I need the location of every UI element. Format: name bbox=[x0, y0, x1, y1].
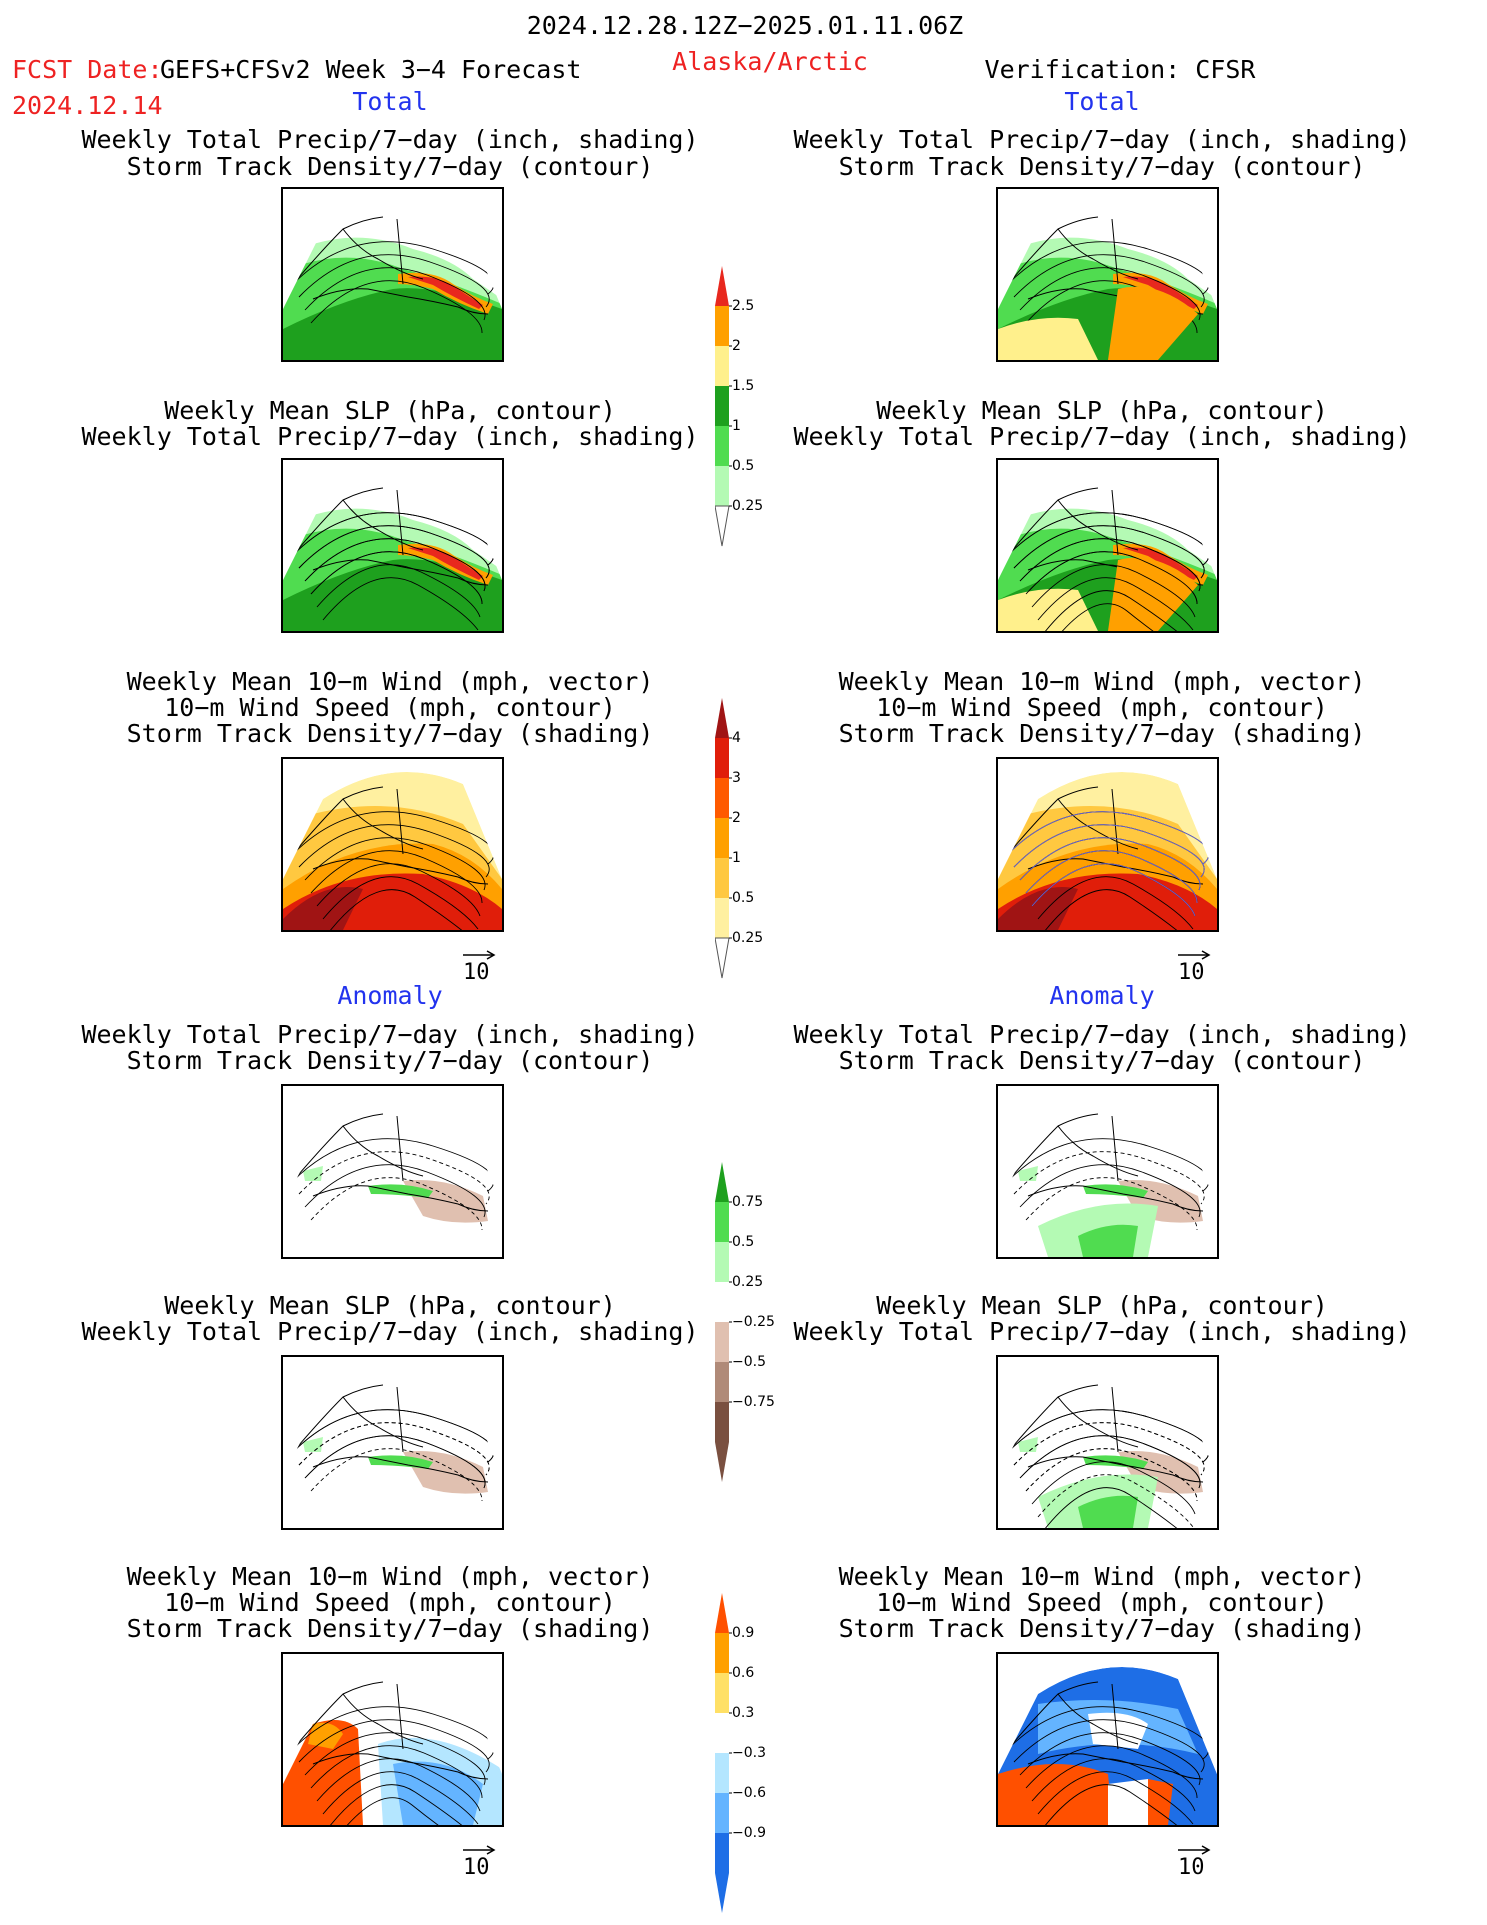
title-r1-b: Storm Track Density/7−day (contour) bbox=[838, 152, 1366, 181]
title-l6-b: 10−m Wind Speed (mph, contour) bbox=[164, 1588, 616, 1617]
map-plot bbox=[998, 1370, 1217, 1528]
title-r2-a: Weekly Mean SLP (hPa, contour) bbox=[876, 396, 1328, 425]
colorbar-tick-label: 0.25 bbox=[732, 930, 764, 946]
map-plot bbox=[283, 772, 502, 930]
colorbar-tick-label: 0.5 bbox=[732, 890, 755, 906]
title-r4-a: Weekly Total Precip/7−day (inch, shading… bbox=[793, 1020, 1411, 1049]
colorbar-tick-label: −0.75 bbox=[732, 1394, 775, 1410]
valid-period-title: 2024.12.28.12Z−2025.01.11.06Z bbox=[526, 11, 964, 40]
title-r6-c: Storm Track Density/7−day (shading) bbox=[838, 1614, 1366, 1643]
colorbar-tick-label: −0.5 bbox=[732, 1354, 766, 1370]
title-l4-b: Storm Track Density/7−day (contour) bbox=[126, 1046, 654, 1075]
vector-ref-value: 10 bbox=[1178, 1855, 1205, 1880]
map-panel-anom-slp-verif bbox=[996, 1355, 1219, 1530]
colorbar-tick-label: 1 bbox=[732, 850, 741, 866]
title-r5-b: Weekly Total Precip/7−day (inch, shading… bbox=[793, 1317, 1411, 1346]
title-l3-c: Storm Track Density/7−day (shading) bbox=[126, 719, 654, 748]
model-title: GEFS+CFSv2 Week 3−4 Forecast bbox=[160, 55, 582, 84]
title-l3-a: Weekly Mean 10−m Wind (mph, vector) bbox=[126, 667, 654, 696]
arrow-right-icon bbox=[1178, 1845, 1211, 1855]
map-plot bbox=[998, 772, 1217, 930]
arrow-right-icon bbox=[463, 950, 496, 960]
colorbar-tick-label: 0.25 bbox=[732, 1274, 764, 1290]
fcst-date: 2024.12.14 bbox=[12, 91, 163, 120]
colorbar-tick-label: 0.75 bbox=[732, 1194, 764, 1210]
arrow-right-icon bbox=[463, 1845, 496, 1855]
colorbar-tick-label: 4 bbox=[732, 730, 741, 746]
vector-ref-anom-right: 10 bbox=[1178, 1845, 1212, 1880]
map-panel-anom-precip-forecast bbox=[281, 1084, 504, 1259]
title-l1-a: Weekly Total Precip/7−day (inch, shading… bbox=[81, 125, 699, 154]
title-l3-b: 10−m Wind Speed (mph, contour) bbox=[164, 693, 616, 722]
colorbar-tick-label: 0.5 bbox=[732, 1234, 755, 1250]
map-plot bbox=[283, 473, 502, 631]
colorbar-tick-label: 1 bbox=[732, 418, 741, 434]
colorbar-tick-label: 0.3 bbox=[732, 1705, 755, 1721]
section-anomaly-left: Anomaly bbox=[337, 981, 443, 1010]
section-total-right: Total bbox=[1064, 87, 1140, 116]
vector-ref-total-right: 10 bbox=[1178, 950, 1212, 985]
title-l1-b: Storm Track Density/7−day (contour) bbox=[126, 152, 654, 181]
title-l4-a: Weekly Total Precip/7−day (inch, shading… bbox=[81, 1020, 699, 1049]
title-r4-b: Storm Track Density/7−day (contour) bbox=[838, 1046, 1366, 1075]
title-r5-a: Weekly Mean SLP (hPa, contour) bbox=[876, 1291, 1328, 1320]
map-panel-anom-precip-verif bbox=[996, 1084, 1219, 1259]
map-plot bbox=[998, 1667, 1217, 1825]
title-r3-b: 10−m Wind Speed (mph, contour) bbox=[876, 693, 1328, 722]
vector-ref-value: 10 bbox=[1178, 960, 1205, 985]
colorbar-tick-label: 1.5 bbox=[732, 378, 755, 394]
section-anomaly-right: Anomaly bbox=[1049, 981, 1155, 1010]
fcst-date-label: FCST Date: bbox=[12, 55, 163, 84]
map-panel-total-slp-forecast bbox=[281, 458, 504, 633]
map-plot bbox=[998, 1099, 1217, 1257]
title-l6-c: Storm Track Density/7−day (shading) bbox=[126, 1614, 654, 1643]
title-r3-a: Weekly Mean 10−m Wind (mph, vector) bbox=[838, 667, 1366, 696]
map-plot bbox=[283, 202, 502, 360]
colorbar-tick-label: −0.25 bbox=[732, 1314, 775, 1330]
title-r6-a: Weekly Mean 10−m Wind (mph, vector) bbox=[838, 1562, 1366, 1591]
arrow-right-icon bbox=[1178, 950, 1211, 960]
title-l2-a: Weekly Mean SLP (hPa, contour) bbox=[164, 396, 616, 425]
colorbar-tick-label: 2.5 bbox=[732, 298, 755, 314]
map-plot bbox=[998, 202, 1217, 360]
map-panel-anom-wind-forecast bbox=[281, 1652, 504, 1827]
verification-title: Verification: CFSR bbox=[984, 55, 1256, 84]
vector-ref-value: 10 bbox=[463, 1855, 490, 1880]
map-plot bbox=[283, 1667, 502, 1825]
vector-ref-value: 10 bbox=[463, 960, 490, 985]
map-plot bbox=[998, 473, 1217, 631]
title-l2-b: Weekly Total Precip/7−day (inch, shading… bbox=[81, 422, 699, 451]
map-panel-anom-wind-verif bbox=[996, 1652, 1219, 1827]
vector-ref-anom-left: 10 bbox=[463, 1845, 497, 1880]
title-l5-b: Weekly Total Precip/7−day (inch, shading… bbox=[81, 1317, 699, 1346]
map-panel-total-precip-verif bbox=[996, 187, 1219, 362]
colorbar-tick-label: 0.5 bbox=[732, 458, 755, 474]
colorbar-tick-label: 0.9 bbox=[732, 1625, 755, 1641]
vector-ref-total-left: 10 bbox=[463, 950, 497, 985]
map-panel-total-precip-forecast bbox=[281, 187, 504, 362]
colorbar-tick-label: −0.9 bbox=[732, 1825, 766, 1841]
colorbar-tick-label: −0.6 bbox=[732, 1785, 766, 1801]
title-l5-a: Weekly Mean SLP (hPa, contour) bbox=[164, 1291, 616, 1320]
map-panel-total-slp-verif bbox=[996, 458, 1219, 633]
map-plot bbox=[283, 1370, 502, 1528]
colorbar-tick-label: −0.3 bbox=[732, 1745, 766, 1761]
map-plot bbox=[283, 1099, 502, 1257]
title-r3-c: Storm Track Density/7−day (shading) bbox=[838, 719, 1366, 748]
colorbar-tick-label: 2 bbox=[732, 810, 741, 826]
title-r1-a: Weekly Total Precip/7−day (inch, shading… bbox=[793, 125, 1411, 154]
colorbar-tick-label: 2 bbox=[732, 338, 741, 354]
map-panel-total-wind-forecast bbox=[281, 757, 504, 932]
colorbar-tick-label: 0.6 bbox=[732, 1665, 755, 1681]
map-panel-total-wind-verif bbox=[996, 757, 1219, 932]
map-panel-anom-slp-forecast bbox=[281, 1355, 504, 1530]
title-r6-b: 10−m Wind Speed (mph, contour) bbox=[876, 1588, 1328, 1617]
region-title: Alaska/Arctic bbox=[672, 47, 868, 76]
title-r2-b: Weekly Total Precip/7−day (inch, shading… bbox=[793, 422, 1411, 451]
title-l6-a: Weekly Mean 10−m Wind (mph, vector) bbox=[126, 1562, 654, 1591]
section-total-left: Total bbox=[352, 87, 428, 116]
colorbar-tick-label: 3 bbox=[732, 770, 741, 786]
colorbar-tick-label: 0.25 bbox=[732, 498, 764, 514]
